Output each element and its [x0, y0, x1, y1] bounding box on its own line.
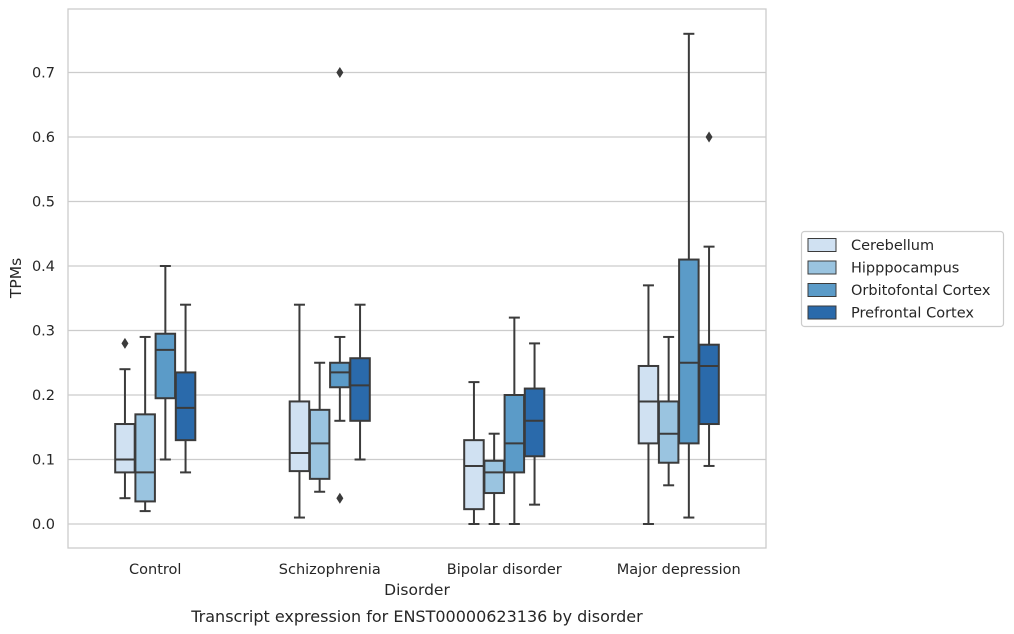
- box-iqr: [698, 343, 720, 426]
- legend-label: Prefrontal Cortex: [851, 306, 974, 322]
- box-hipppocampus: [308, 361, 331, 493]
- box-prefrontal-cortex: [523, 342, 546, 506]
- y-tick-label: 0.6: [32, 130, 55, 146]
- box-iqr: [637, 364, 660, 445]
- box-cerebellum: [114, 337, 136, 500]
- box-iqr: [329, 361, 351, 389]
- box-iqr: [463, 439, 485, 511]
- x-tick-label: Schizophrenia: [279, 562, 381, 578]
- y-axis-title: TPMs: [7, 258, 25, 299]
- y-tick-label: 0.1: [32, 453, 55, 469]
- box-iqr: [349, 357, 371, 422]
- box-plot-area: [114, 32, 720, 525]
- y-tick-label: 0.0: [32, 517, 55, 533]
- box-cerebellum: [637, 284, 660, 525]
- y-tick-label: 0.2: [32, 388, 55, 404]
- box-iqr: [288, 400, 311, 473]
- legend-swatch: [807, 305, 837, 320]
- legend-swatch: [807, 283, 837, 297]
- box-hipppocampus: [657, 335, 680, 487]
- x-tick-label: Major depression: [617, 562, 741, 578]
- x-tick-label: Bipolar disorder: [447, 562, 562, 578]
- outlier-point: [336, 492, 344, 504]
- box-iqr: [523, 387, 546, 458]
- box-iqr: [678, 258, 700, 445]
- x-axis-title: Disorder: [384, 581, 450, 599]
- outlier-point: [705, 131, 713, 143]
- y-tick-label: 0.5: [32, 195, 55, 211]
- box-hipppocampus: [483, 432, 505, 525]
- legend-label: Hipppocampus: [851, 261, 959, 277]
- x-tick-label: Control: [129, 562, 181, 578]
- y-tick-label: 0.7: [32, 66, 55, 82]
- legend: Cerebellum Hipppocampus Orbitofontal Corte…: [800, 230, 1005, 328]
- outlier-point: [336, 67, 344, 78]
- box-iqr: [483, 459, 505, 495]
- x-axis-ticks: Control Schizophrenia Bipolar disorder Majo…: [129, 562, 741, 578]
- y-axis-ticks: 0.0 0.1 0.2 0.3 0.4 0.5 0.6 0.7: [32, 66, 55, 534]
- box-cerebellum: [288, 303, 311, 519]
- box-prefrontal-cortex: [174, 303, 197, 474]
- box-orbitofontal-cortex: [678, 32, 700, 519]
- legend-label: Orbitofontal Cortex: [851, 283, 991, 299]
- legend-label: Cerebellum: [851, 238, 934, 254]
- box-orbitofontal-cortex: [503, 316, 526, 525]
- box-hipppocampus: [134, 335, 156, 513]
- box-iqr: [114, 423, 136, 474]
- legend-swatch: [807, 260, 837, 275]
- box-iqr: [154, 332, 177, 400]
- legend-swatch: [807, 238, 837, 252]
- box-orbitofontal-cortex: [329, 67, 351, 504]
- box-iqr: [657, 400, 680, 464]
- box-prefrontal-cortex: [698, 131, 720, 467]
- legend-frame: [800, 230, 1005, 328]
- box-iqr: [503, 394, 526, 474]
- y-tick-label: 0.4: [32, 259, 55, 275]
- box-iqr: [134, 413, 156, 503]
- box-cerebellum: [463, 381, 485, 525]
- box-iqr: [174, 371, 197, 442]
- box-prefrontal-cortex: [349, 303, 371, 461]
- y-tick-label: 0.3: [32, 324, 55, 340]
- box-orbitofontal-cortex: [154, 265, 177, 461]
- chart-caption: Transcript expression for ENST0000062313…: [190, 607, 643, 626]
- plot-frame: [67, 8, 767, 549]
- outlier-point: [121, 337, 129, 349]
